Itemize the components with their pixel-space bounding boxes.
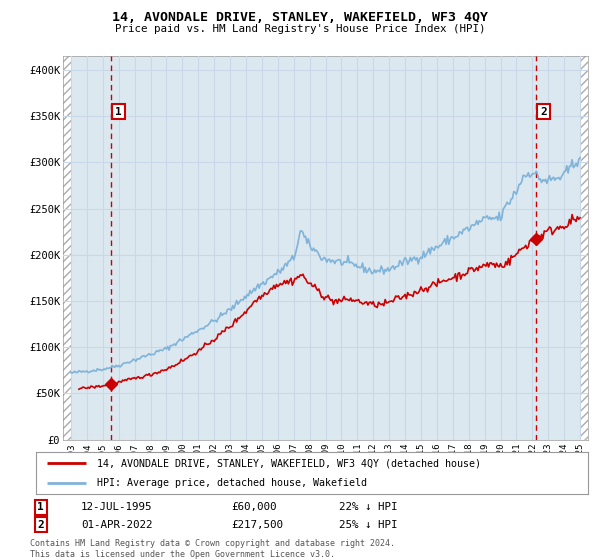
Text: £217,500: £217,500 — [231, 520, 283, 530]
Text: 2: 2 — [37, 520, 44, 530]
Text: 1: 1 — [37, 502, 44, 512]
Text: Price paid vs. HM Land Registry's House Price Index (HPI): Price paid vs. HM Land Registry's House … — [115, 24, 485, 34]
Text: 01-APR-2022: 01-APR-2022 — [81, 520, 152, 530]
Text: 1: 1 — [115, 106, 122, 116]
Text: 12-JUL-1995: 12-JUL-1995 — [81, 502, 152, 512]
Text: 14, AVONDALE DRIVE, STANLEY, WAKEFIELD, WF3 4QY (detached house): 14, AVONDALE DRIVE, STANLEY, WAKEFIELD, … — [97, 458, 481, 468]
Text: 25% ↓ HPI: 25% ↓ HPI — [339, 520, 397, 530]
Text: 22% ↓ HPI: 22% ↓ HPI — [339, 502, 397, 512]
Text: 2: 2 — [540, 106, 547, 116]
Text: HPI: Average price, detached house, Wakefield: HPI: Average price, detached house, Wake… — [97, 478, 367, 488]
Text: £60,000: £60,000 — [231, 502, 277, 512]
Text: 14, AVONDALE DRIVE, STANLEY, WAKEFIELD, WF3 4QY: 14, AVONDALE DRIVE, STANLEY, WAKEFIELD, … — [112, 11, 488, 24]
Text: Contains HM Land Registry data © Crown copyright and database right 2024.
This d: Contains HM Land Registry data © Crown c… — [30, 539, 395, 559]
